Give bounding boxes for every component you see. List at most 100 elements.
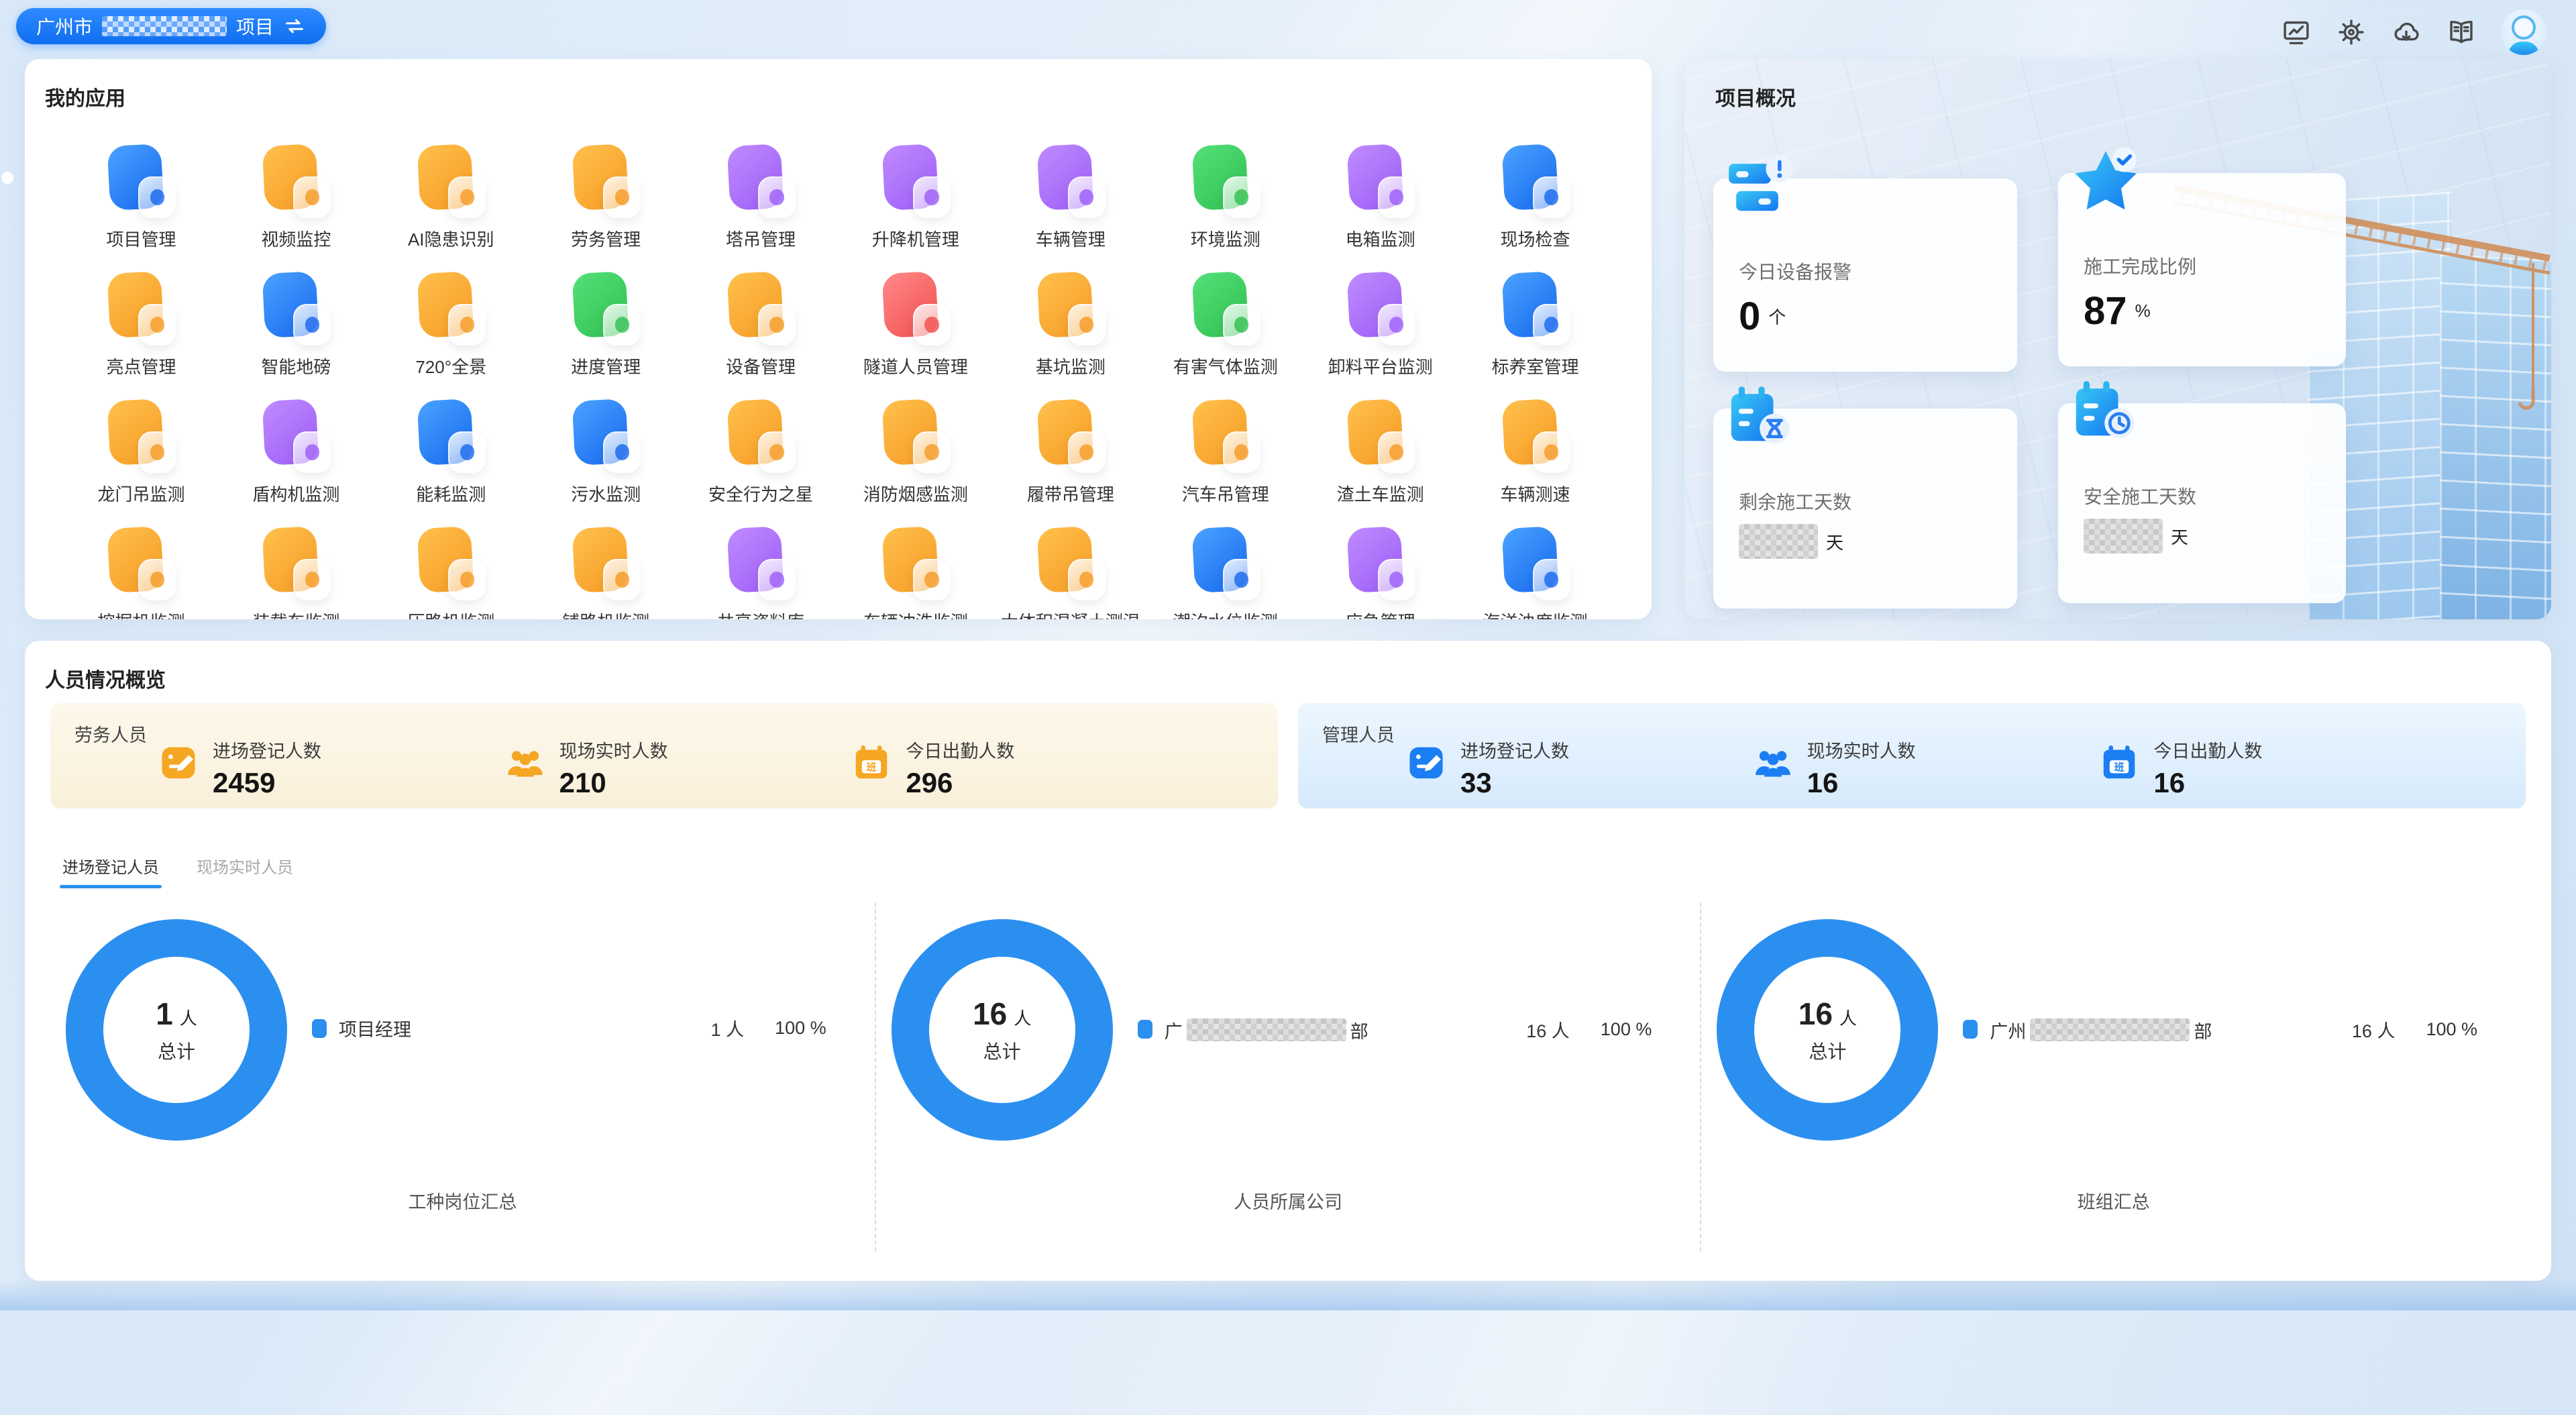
donut-center-label: 1 人总计 — [156, 996, 197, 1062]
user-avatar[interactable] — [2501, 9, 2546, 55]
app-icon — [1343, 143, 1418, 218]
apps-scroll-left-button[interactable] — [1, 172, 13, 184]
app-label: 车辆管理 — [1035, 229, 1106, 250]
app-item[interactable]: 电箱监测 — [1303, 136, 1458, 264]
overview-card[interactable]: 安全施工天数天 — [2058, 381, 2346, 603]
bottom-gradient — [0, 1279, 2576, 1310]
star-check-icon — [2066, 144, 2145, 223]
dashboard-page: 广州市 项目 我的应用 项目管理 视频监控 AI隐患识别 劳务管理 塔吊管理 升降机管理车… — [0, 0, 2576, 1310]
app-item[interactable]: 渣土车监测 — [1303, 391, 1458, 519]
app-item[interactable]: 铺路机监测 — [529, 519, 684, 619]
app-item[interactable]: 大体积混凝土测温 — [993, 519, 1148, 619]
app-item[interactable]: 履带吊管理 — [993, 391, 1148, 519]
app-item[interactable]: 720°全景 — [374, 264, 529, 391]
app-item[interactable]: 视频监控 — [219, 136, 374, 264]
app-item[interactable]: 升降机管理 — [838, 136, 993, 264]
app-item[interactable]: 共享资料库 — [684, 519, 839, 619]
personnel-tabs: 进场登记人员 现场实时人员 — [60, 854, 293, 888]
app-label: 进度管理 — [571, 357, 641, 377]
app-icon — [1188, 143, 1263, 218]
overview-value-unit: 个 — [1768, 307, 1786, 327]
app-item[interactable]: 盾构机监测 — [219, 391, 374, 519]
app-item[interactable]: 车辆管理 — [993, 136, 1148, 264]
register-icon — [1405, 742, 1447, 784]
app-label: 升降机管理 — [871, 229, 959, 250]
donut-center-label: 16 人总计 — [1798, 996, 1857, 1062]
app-icon — [1498, 525, 1573, 600]
app-item[interactable]: 龙门吊监测 — [64, 391, 219, 519]
svg-text:班: 班 — [2114, 762, 2125, 774]
overview-card[interactable]: 剩余施工天数天 — [1713, 386, 2017, 609]
legend-marker — [1963, 1020, 1978, 1039]
donut-chart-section: 16 人总计 广州部 16 人 100 % 班组汇总 — [1700, 902, 2526, 1251]
app-item[interactable]: 潮汐水位监测 — [1148, 519, 1303, 619]
app-item[interactable]: 隧道人员管理 — [838, 264, 993, 391]
app-item[interactable]: 进度管理 — [529, 264, 684, 391]
app-icon — [1033, 143, 1108, 218]
monitor-button[interactable] — [2281, 17, 2312, 48]
legend-item[interactable]: 广部 16 人 100 % — [1137, 1015, 1652, 1043]
toolbar — [2281, 9, 2546, 55]
app-item[interactable]: 车辆测速 — [1458, 391, 1613, 519]
stat-label: 进场登记人数 — [1460, 741, 1569, 762]
app-icon — [103, 525, 178, 600]
app-item[interactable]: 基坑监测 — [993, 264, 1148, 391]
app-icon — [1498, 270, 1573, 346]
app-label: 劳务管理 — [571, 229, 641, 250]
redacted-legend-text — [1186, 1018, 1346, 1041]
overview-card-value: 天 — [2084, 519, 2346, 554]
app-item[interactable]: 标养室管理 — [1458, 264, 1613, 391]
app-label: 设备管理 — [726, 357, 796, 377]
stat-label: 现场实时人数 — [559, 741, 668, 762]
app-item[interactable]: 海洋浊度监测 — [1458, 519, 1613, 619]
app-item[interactable]: 现场检查 — [1458, 136, 1613, 264]
app-item[interactable]: 设备管理 — [684, 264, 839, 391]
app-label: 汽车吊管理 — [1181, 484, 1269, 505]
app-icon — [413, 270, 488, 346]
app-item[interactable]: 消防烟感监测 — [838, 391, 993, 519]
app-item[interactable]: 压路机监测 — [374, 519, 529, 619]
app-item[interactable]: 劳务管理 — [529, 136, 684, 264]
app-item[interactable]: 汽车吊管理 — [1148, 391, 1303, 519]
app-item[interactable]: 车辆冲洗监测 — [838, 519, 993, 619]
app-icon — [1343, 398, 1418, 473]
legend-item[interactable]: 广州部 16 人 100 % — [1963, 1015, 2477, 1043]
manual-button[interactable] — [2446, 17, 2477, 48]
personnel-charts: 1 人总计 项目经理 1 人 100 % 工种岗位汇总 16 人总计 广部 16 人 100 % 人员… — [50, 902, 2526, 1251]
app-item[interactable]: 装载车监测 — [219, 519, 374, 619]
app-item[interactable]: 环境监测 — [1148, 136, 1303, 264]
app-icon — [568, 270, 643, 346]
settings-button[interactable] — [2336, 17, 2367, 48]
app-item[interactable]: 卸料平台监测 — [1303, 264, 1458, 391]
app-label: 环境监测 — [1190, 229, 1260, 250]
redacted-legend-text — [2030, 1018, 2190, 1041]
device-alarm-icon — [1721, 149, 1801, 228]
legend-label: 广部 — [1165, 1015, 1368, 1043]
app-item[interactable]: 亮点管理 — [64, 264, 219, 391]
project-switcher-button[interactable]: 广州市 项目 — [16, 8, 327, 44]
app-item[interactable]: 能耗监测 — [374, 391, 529, 519]
app-item[interactable]: 有害气体监测 — [1148, 264, 1303, 391]
app-item[interactable]: 塔吊管理 — [684, 136, 839, 264]
chart-title: 人员所属公司 — [1234, 1192, 1342, 1212]
app-label: 标养室管理 — [1491, 357, 1579, 377]
people-icon — [1752, 742, 1794, 784]
tab-registered-personnel[interactable]: 进场登记人员 — [60, 854, 162, 888]
overview-card[interactable]: 今日设备报警 0 个 — [1713, 155, 2017, 372]
app-item[interactable]: 智能地磅 — [219, 264, 374, 391]
app-item[interactable]: 挖掘机监测 — [64, 519, 219, 619]
app-icon — [878, 270, 953, 346]
app-item[interactable]: AI隐患识别 — [374, 136, 529, 264]
app-item[interactable]: 项目管理 — [64, 136, 219, 264]
overview-card[interactable]: 施工完成比例 87% — [2058, 147, 2346, 366]
app-item[interactable]: 安全行为之星 — [684, 391, 839, 519]
tab-onsite-personnel[interactable]: 现场实时人员 — [197, 859, 293, 877]
cloud-download-button[interactable] — [2391, 17, 2422, 48]
app-icon — [568, 398, 643, 473]
project-overview-card: 项目概况 今日设备报警 0 个施工完成比例 87% 剩余施工天数天安全施工天数天 — [1684, 59, 2551, 619]
attendance-icon: 班 — [2098, 742, 2140, 784]
app-item[interactable]: 应急管理 — [1303, 519, 1458, 619]
app-item[interactable]: 污水监测 — [529, 391, 684, 519]
legend-item[interactable]: 项目经理 1 人 100 % — [312, 1015, 826, 1041]
